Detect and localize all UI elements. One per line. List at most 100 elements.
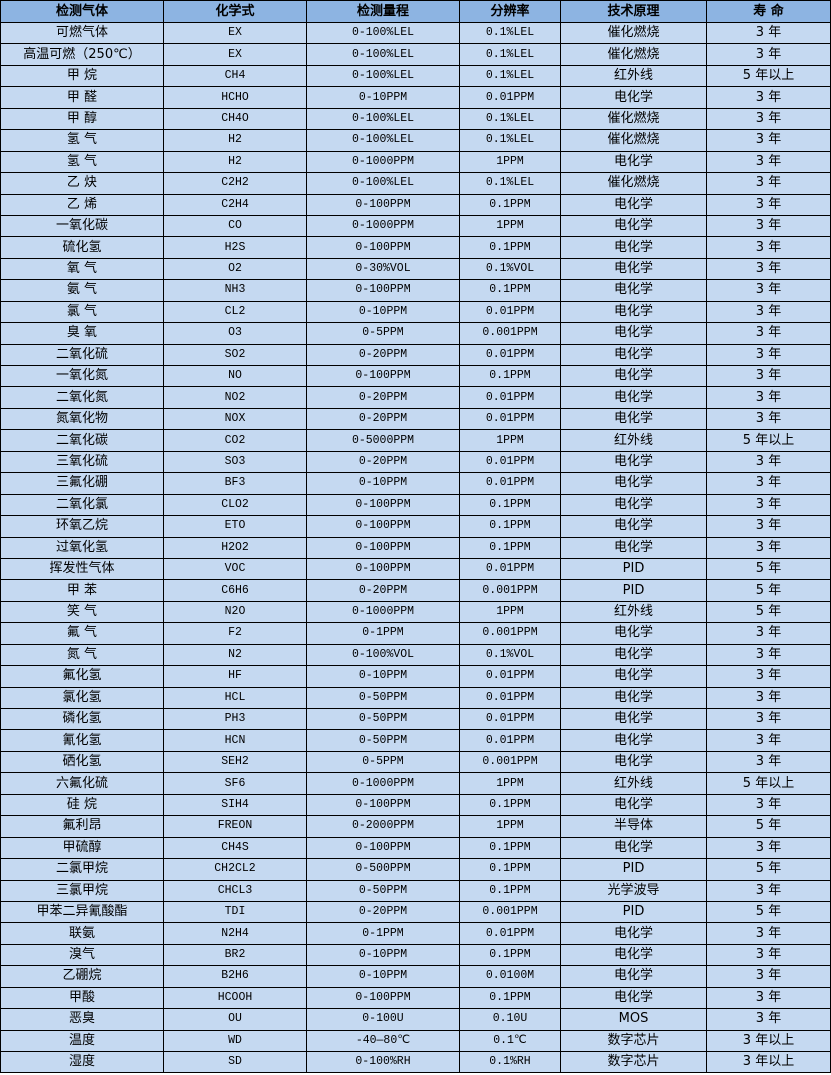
cell-gas: 氮氧化物	[0, 407, 164, 431]
table-row: 甲 苯 C6H6 0-20PPM 0.001PPM PID 5 年	[0, 579, 831, 602]
cell-resolution: 0.1%RH	[459, 1050, 561, 1074]
cell-principle: 电化学	[560, 536, 707, 559]
cell-gas: 硫化氢	[0, 236, 164, 259]
cell-lifespan: 3 年	[706, 236, 831, 259]
cell-gas: 甲酸	[0, 986, 164, 1010]
cell-lifespan: 3 年	[706, 279, 831, 302]
cell-gas: 甲 苯	[0, 579, 164, 602]
cell-range: 0-100%LEL	[306, 64, 460, 88]
cell-formula: SD	[163, 1050, 307, 1074]
cell-gas: 甲苯二异氰酸酯	[0, 900, 164, 924]
table-row: 挥发性气体 VOC 0-100PPM 0.01PPM PID 5 年	[0, 557, 831, 581]
table-row: 三氧化硫 SO3 0-20PPM 0.01PPM 电化学 3 年	[0, 450, 831, 474]
cell-lifespan: 3 年	[706, 150, 831, 174]
cell-range: 0-10PPM	[306, 943, 460, 967]
cell-formula: O3	[163, 322, 307, 345]
cell-formula: NH3	[163, 279, 307, 302]
table-row: 氟 气 F2 0-1PPM 0.001PPM 电化学 3 年	[0, 622, 831, 645]
table-row: 氟化氢 HF 0-10PPM 0.01PPM 电化学 3 年	[0, 665, 831, 688]
cell-range: 0-1PPM	[306, 622, 460, 645]
cell-range: 0-100%LEL	[306, 21, 460, 45]
cell-lifespan: 3 年	[706, 750, 831, 774]
cell-resolution: 1PPM	[459, 150, 561, 174]
cell-principle: 电化学	[560, 493, 707, 517]
cell-resolution: 0.1%LEL	[459, 107, 561, 131]
cell-lifespan: 5 年	[706, 900, 831, 924]
table-row: 氢 气 H2 0-1000PPM 1PPM 电化学 3 年	[0, 150, 831, 174]
cell-resolution: 0.001PPM	[459, 622, 561, 645]
cell-lifespan: 5 年	[706, 579, 831, 602]
cell-range: 0-100%LEL	[306, 43, 460, 66]
cell-formula: EX	[163, 21, 307, 45]
header-resolution: 分辨率	[459, 0, 561, 23]
cell-formula: BR2	[163, 943, 307, 967]
cell-gas: 二氧化碳	[0, 429, 164, 452]
cell-principle: 红外线	[560, 772, 707, 795]
cell-gas: 氟 气	[0, 622, 164, 645]
cell-resolution: 0.1PPM	[459, 515, 561, 538]
cell-resolution: 0.1PPM	[459, 858, 561, 881]
cell-range: 0-100%LEL	[306, 129, 460, 152]
cell-formula: O2	[163, 257, 307, 281]
cell-gas: 臭 氧	[0, 322, 164, 345]
cell-formula: HCOOH	[163, 986, 307, 1010]
cell-lifespan: 5 年以上	[706, 429, 831, 452]
cell-principle: 电化学	[560, 793, 707, 817]
cell-formula: CL2	[163, 300, 307, 324]
cell-range: 0-100PPM	[306, 557, 460, 581]
table-row: 一氧化氮 NO 0-100PPM 0.1PPM 电化学 3 年	[0, 364, 831, 388]
cell-formula: WD	[163, 1029, 307, 1053]
cell-gas: 过氧化氢	[0, 536, 164, 559]
cell-formula: N2	[163, 643, 307, 667]
cell-gas: 氯 气	[0, 300, 164, 324]
cell-resolution: 1PPM	[459, 214, 561, 238]
cell-resolution: 0.01PPM	[459, 707, 561, 731]
table-row: 二氧化碳 CO2 0-5000PPM 1PPM 红外线 5 年以上	[0, 429, 831, 452]
table-row: 硫化氢 H2S 0-100PPM 0.1PPM 电化学 3 年	[0, 236, 831, 259]
cell-range: 0-30%VOL	[306, 257, 460, 281]
cell-gas: 乙 烯	[0, 193, 164, 216]
cell-principle: 电化学	[560, 300, 707, 324]
cell-principle: 电化学	[560, 729, 707, 752]
cell-range: -40—80℃	[306, 1029, 460, 1053]
cell-lifespan: 3 年	[706, 364, 831, 388]
cell-lifespan: 3 年	[706, 986, 831, 1010]
cell-principle: 电化学	[560, 750, 707, 774]
cell-lifespan: 3 年	[706, 643, 831, 667]
cell-gas: 三氯甲烷	[0, 879, 164, 902]
table-row: 硒化氢 SEH2 0-5PPM 0.001PPM 电化学 3 年	[0, 750, 831, 774]
cell-range: 0-100%LEL	[306, 172, 460, 195]
cell-principle: 红外线	[560, 64, 707, 88]
cell-resolution: 1PPM	[459, 429, 561, 452]
cell-principle: 电化学	[560, 150, 707, 174]
cell-formula: C2H2	[163, 172, 307, 195]
cell-gas: 氰化氢	[0, 729, 164, 752]
cell-gas: 溴气	[0, 943, 164, 967]
table-row: 甲硫醇 CH4S 0-100PPM 0.1PPM 电化学 3 年	[0, 836, 831, 860]
cell-range: 0-20PPM	[306, 900, 460, 924]
cell-principle: 催化燃烧	[560, 21, 707, 45]
cell-lifespan: 5 年以上	[706, 772, 831, 795]
cell-gas: 甲 烷	[0, 64, 164, 88]
cell-formula: NOX	[163, 407, 307, 431]
table-row: 六氟化硫 SF6 0-1000PPM 1PPM 红外线 5 年以上	[0, 772, 831, 795]
cell-lifespan: 3 年	[706, 386, 831, 409]
cell-resolution: 0.01PPM	[459, 686, 561, 710]
cell-resolution: 1PPM	[459, 772, 561, 795]
cell-gas: 笑 气	[0, 600, 164, 624]
cell-resolution: 0.1%VOL	[459, 643, 561, 667]
cell-lifespan: 3 年	[706, 129, 831, 152]
cell-range: 0-100PPM	[306, 836, 460, 860]
cell-principle: 电化学	[560, 257, 707, 281]
table-row: 联氨 N2H4 0-1PPM 0.01PPM 电化学 3 年	[0, 922, 831, 945]
cell-principle: PID	[560, 579, 707, 602]
cell-lifespan: 5 年	[706, 600, 831, 624]
cell-range: 0-100%RH	[306, 1050, 460, 1074]
cell-formula: CH4S	[163, 836, 307, 860]
cell-gas: 一氧化碳	[0, 214, 164, 238]
cell-formula: CH4O	[163, 107, 307, 131]
table-row: 过氧化氢 H2O2 0-100PPM 0.1PPM 电化学 3 年	[0, 536, 831, 559]
table-row: 甲 醇 CH4O 0-100%LEL 0.1%LEL 催化燃烧 3 年	[0, 107, 831, 131]
cell-gas: 硒化氢	[0, 750, 164, 774]
